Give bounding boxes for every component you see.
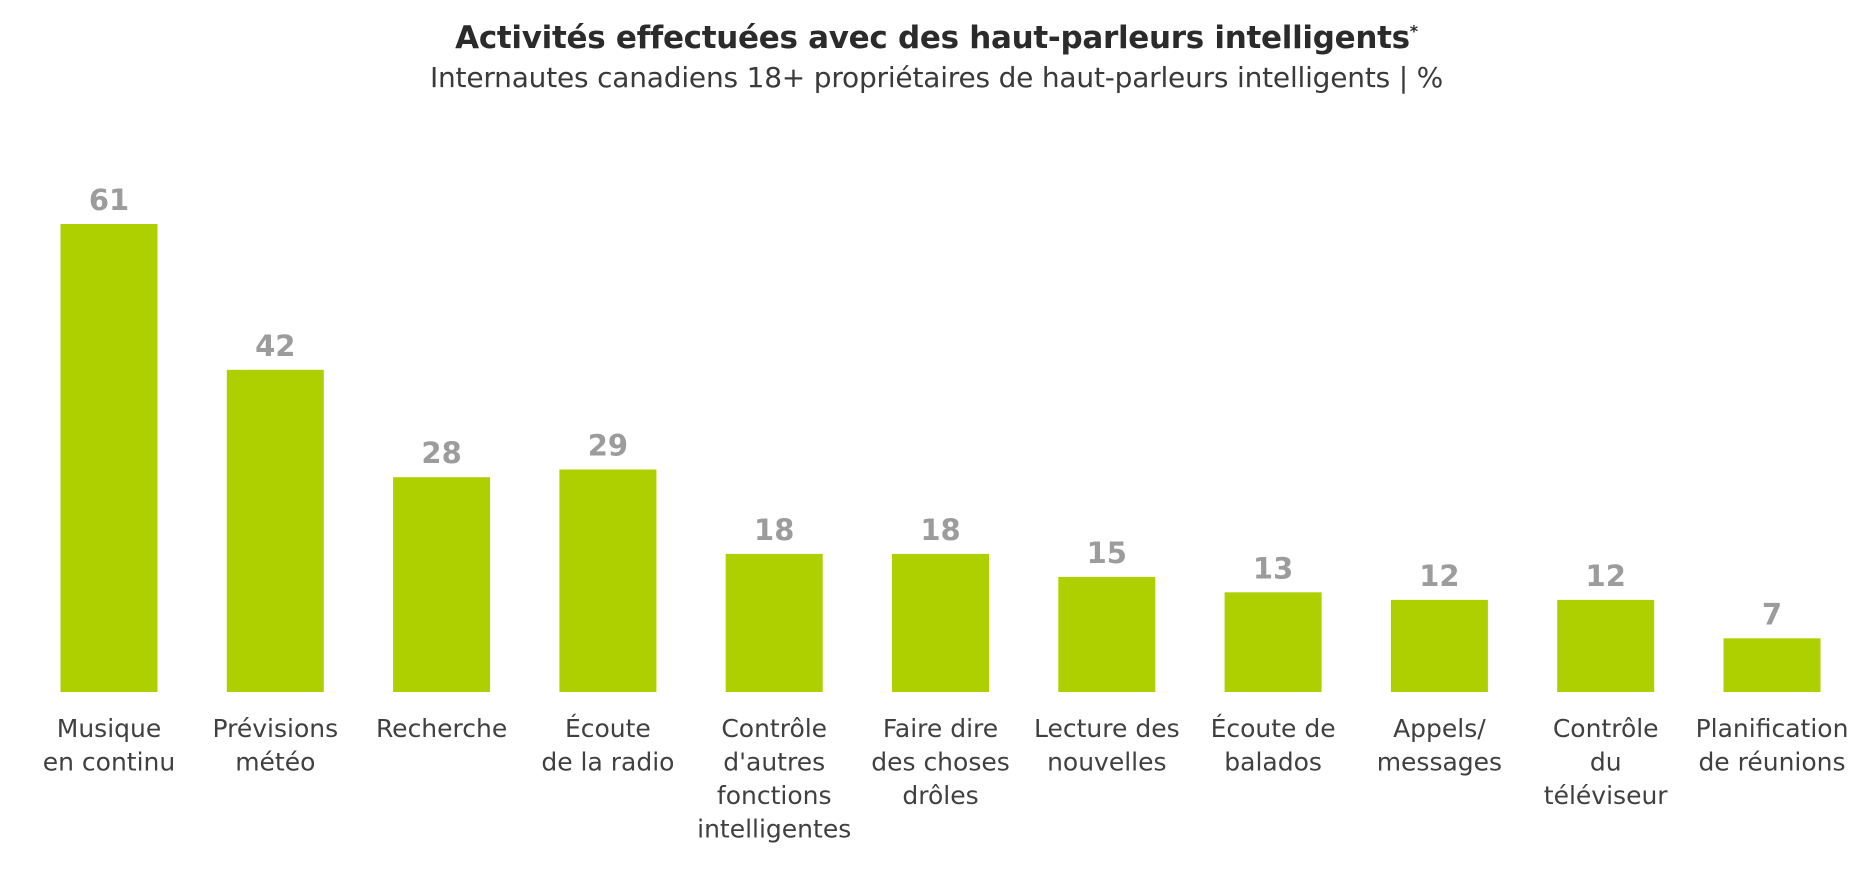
value-label-1: 42 <box>255 329 295 363</box>
value-label-8: 12 <box>1419 559 1459 593</box>
category-labels-group: Musique en continu Prévisions météo Recherch… <box>43 714 1849 844</box>
category-label-5-line-0: Faire dire <box>883 714 998 743</box>
category-label-6: Lecture des nouvelles <box>1034 714 1180 777</box>
bar-5 <box>892 553 989 692</box>
category-label-7: Écoute de balados <box>1211 714 1336 777</box>
category-label-10-line-1: de réunions <box>1698 748 1845 777</box>
category-label-9-line-0: Contrôle <box>1553 714 1659 743</box>
category-label-2: Recherche <box>376 714 507 743</box>
category-label-3-line-1: de la radio <box>541 748 674 777</box>
value-labels-group: 61 42 28 29 18 18 15 13 12 12 7 <box>89 183 1782 631</box>
category-label-6-line-0: Lecture des <box>1034 714 1180 743</box>
category-label-0: Musique en continu <box>43 714 176 777</box>
bar-3 <box>559 469 657 692</box>
category-label-5: Faire dire des choses drôles <box>871 714 1010 810</box>
value-label-6: 15 <box>1087 536 1127 570</box>
category-label-7-line-0: Écoute de <box>1211 714 1336 743</box>
category-label-4: Contrôle d'autres fonctions intelligentes <box>697 714 851 844</box>
bar-6 <box>1058 576 1156 692</box>
bars-group <box>60 224 1821 692</box>
category-label-4-line-1: d'autres <box>723 748 825 777</box>
category-label-4-line-3: intelligentes <box>697 815 851 844</box>
category-label-5-line-2: drôles <box>902 781 978 810</box>
value-label-3: 29 <box>588 429 628 463</box>
title-footnote-marker: * <box>1409 21 1418 41</box>
category-label-4-line-2: fonctions <box>717 781 832 810</box>
value-label-2: 28 <box>421 436 461 470</box>
bar-4 <box>725 553 823 692</box>
category-label-7-line-1: balados <box>1224 748 1322 777</box>
category-label-9: Contrôle du téléviseur <box>1544 714 1669 810</box>
category-label-8-line-0: Appels/ <box>1393 714 1486 743</box>
bar-0 <box>60 224 158 692</box>
value-label-4: 18 <box>754 513 794 547</box>
category-label-8-line-1: messages <box>1377 748 1502 777</box>
category-label-3: Écoute de la radio <box>541 714 674 777</box>
category-label-6-line-1: nouvelles <box>1047 748 1166 777</box>
category-label-9-line-2: téléviseur <box>1544 781 1669 810</box>
value-label-9: 12 <box>1586 559 1626 593</box>
bar-9 <box>1557 599 1655 692</box>
bar-7 <box>1224 592 1322 692</box>
category-label-5-line-1: des choses <box>871 748 1010 777</box>
value-label-10: 7 <box>1762 597 1782 631</box>
category-label-1-line-1: météo <box>235 748 315 777</box>
category-label-4-line-0: Contrôle <box>721 714 827 743</box>
category-label-3-line-0: Écoute <box>565 714 651 743</box>
value-label-0: 61 <box>89 183 129 217</box>
category-label-10: Planification de réunions <box>1696 714 1849 777</box>
category-label-2-line-0: Recherche <box>376 714 507 743</box>
value-label-7: 13 <box>1253 551 1293 585</box>
category-label-10-line-0: Planification <box>1696 714 1849 743</box>
chart-title: Activités effectuées avec des haut-parle… <box>0 18 1873 58</box>
value-label-5: 18 <box>920 513 960 547</box>
bar-1 <box>226 369 324 692</box>
category-label-8: Appels/messages <box>1377 714 1502 777</box>
category-label-1-line-0: Prévisions <box>212 714 338 743</box>
category-label-9-line-1: du <box>1590 748 1622 777</box>
chart-subtitle: Internautes canadiens 18+ propriétaires … <box>429 61 1444 94</box>
category-label-0-line-1: en continu <box>43 748 176 777</box>
category-label-1: Prévisions météo <box>212 714 338 777</box>
chart-title-text: Activités effectuées avec des haut-parle… <box>455 20 1410 56</box>
bar-2 <box>393 477 491 692</box>
bar-8 <box>1390 599 1488 692</box>
bar-10 <box>1723 638 1821 692</box>
chart-header: Activités effectuées avec des haut-parle… <box>0 18 1873 96</box>
category-label-0-line-0: Musique <box>57 714 161 743</box>
